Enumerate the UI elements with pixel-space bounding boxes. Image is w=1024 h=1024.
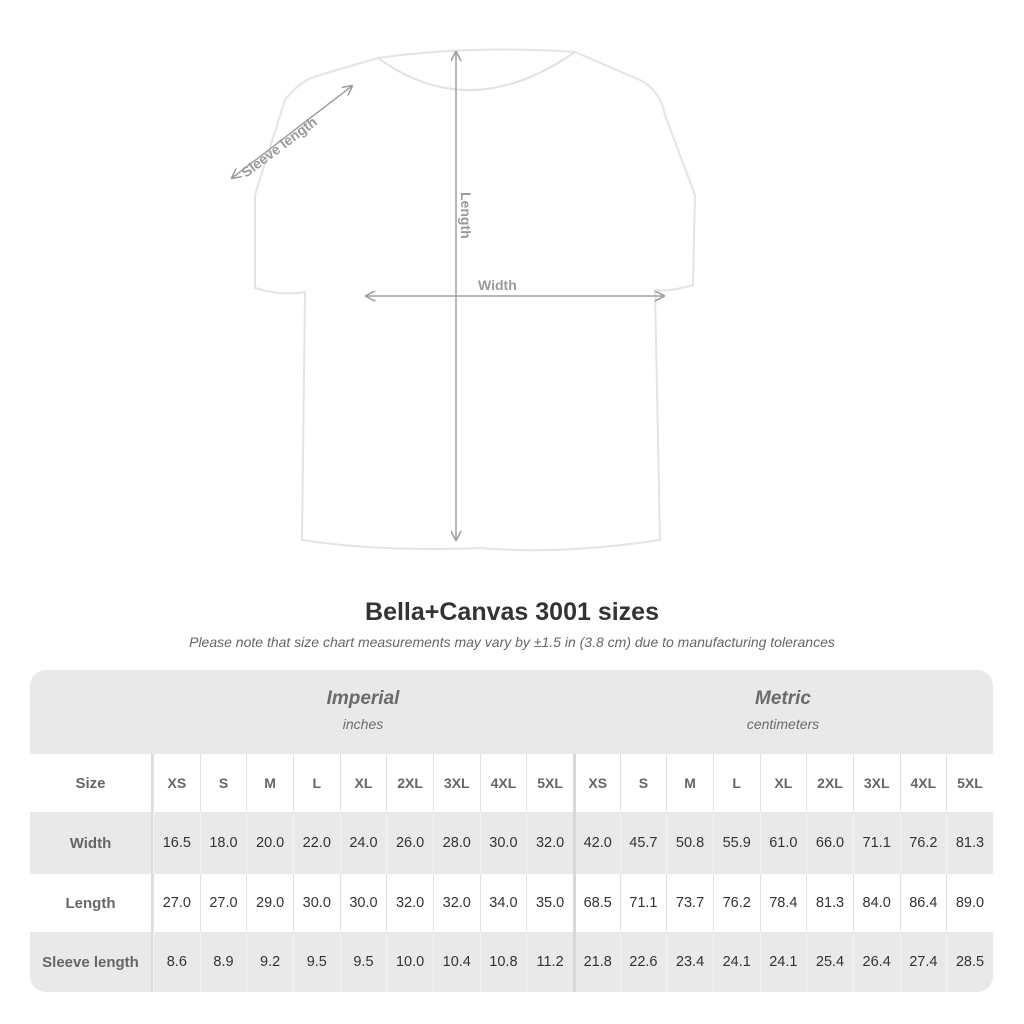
- table-cell: 9.2: [246, 932, 293, 992]
- table-cell: 81.3: [806, 874, 853, 932]
- table-cell: 73.7: [666, 874, 713, 932]
- table-cell: 27.0: [153, 874, 200, 932]
- table-cell: 78.4: [759, 874, 807, 932]
- imperial-label: Imperial: [326, 688, 400, 709]
- row-label: Sleeve length: [30, 932, 153, 992]
- table-cell: 32.0: [526, 812, 573, 874]
- size-header-row: Size XS S M L XL 2XL 3XL 4XL 5XL XS S M L XL 2XL 3XL 4XL…: [30, 754, 993, 812]
- table-cell: 84.0: [852, 874, 900, 932]
- table-cell: 71.1: [619, 874, 667, 932]
- metric-unit: centimeters: [746, 716, 820, 732]
- table-cell: 89.0: [946, 874, 993, 932]
- table-cell: 50.8: [666, 812, 713, 874]
- table-cell: 11.2: [526, 932, 573, 992]
- table-cell: 10.4: [432, 932, 480, 992]
- table-cell: 23.4: [666, 932, 713, 992]
- table-cell: 27.4: [899, 932, 947, 992]
- size-header-cell: L: [712, 754, 760, 812]
- table-cell: 16.5: [153, 812, 200, 874]
- size-header-cell: S: [199, 754, 247, 812]
- table-cell: 55.9: [712, 812, 760, 874]
- size-header-cell: 4XL: [479, 754, 527, 812]
- table-cell: 25.4: [806, 932, 853, 992]
- table-cell: 32.0: [386, 874, 433, 932]
- table-cell: 30.0: [339, 874, 387, 932]
- size-header-cell: 5XL: [946, 754, 993, 812]
- size-header-cell: M: [246, 754, 293, 812]
- table-cell: 18.0: [199, 812, 247, 874]
- tolerance-note: Please note that size chart measurements…: [189, 634, 835, 650]
- size-header-cell: XS: [572, 754, 620, 812]
- table-row: Sleeve length 8.6 8.9 9.2 9.5 9.5 10.0 10.4 10.8…: [30, 932, 993, 992]
- size-header-cell: 3XL: [432, 754, 480, 812]
- table-cell: 34.0: [479, 874, 527, 932]
- size-label: Size: [30, 754, 153, 812]
- table-cell: 61.0: [759, 812, 807, 874]
- table-cell: 26.4: [852, 932, 900, 992]
- size-header-cell: 5XL: [526, 754, 573, 812]
- table-cell: 22.0: [292, 812, 340, 874]
- metric-header: Metric centimeters: [573, 670, 993, 754]
- tshirt-diagram: Length Width Sleeve length: [0, 48, 697, 552]
- imperial-unit: inches: [342, 716, 384, 732]
- table-cell: 24.1: [759, 932, 807, 992]
- table-cell: 76.2: [899, 812, 947, 874]
- table-cell: 27.0: [199, 874, 247, 932]
- row-label: Length: [30, 874, 153, 932]
- table-cell: 10.0: [386, 932, 433, 992]
- table-cell: 42.0: [572, 812, 620, 874]
- table-cell: 9.5: [339, 932, 387, 992]
- width-label: Width: [478, 277, 517, 293]
- table-cell: 86.4: [899, 874, 947, 932]
- table-cell: 8.6: [153, 932, 200, 992]
- table-cell: 28.0: [432, 812, 480, 874]
- table-cell: 30.0: [292, 874, 340, 932]
- size-header-cell: XL: [339, 754, 387, 812]
- table-cell: 76.2: [712, 874, 760, 932]
- row-label: Width: [30, 812, 153, 874]
- size-header-cell: 3XL: [852, 754, 900, 812]
- size-header-cell: 2XL: [386, 754, 433, 812]
- table-cell: 81.3: [946, 812, 993, 874]
- size-header-cell: XS: [153, 754, 200, 812]
- size-header-cell: L: [292, 754, 340, 812]
- size-header-cell: M: [666, 754, 713, 812]
- table-cell: 30.0: [479, 812, 527, 874]
- collar: [377, 51, 576, 91]
- table-cell: 29.0: [246, 874, 293, 932]
- table-cell: 24.1: [712, 932, 760, 992]
- length-label: Length: [458, 192, 474, 239]
- page-title: Bella+Canvas 3001 sizes: [365, 598, 659, 626]
- table-cell: 9.5: [292, 932, 340, 992]
- table-row: Width 16.5 18.0 20.0 22.0 24.0 26.0 28.0 30.0 32.…: [30, 812, 993, 874]
- table-cell: 24.0: [339, 812, 387, 874]
- table-cell: 10.8: [479, 932, 527, 992]
- table-cell: 20.0: [246, 812, 293, 874]
- table-row: Length 27.0 27.0 29.0 30.0 30.0 32.0 32.0 34.0 35…: [30, 874, 993, 932]
- table-cell: 71.1: [852, 812, 900, 874]
- size-header-cell: XL: [759, 754, 807, 812]
- size-header-cell: S: [619, 754, 667, 812]
- table-cell: 28.5: [946, 932, 993, 992]
- size-header-cell: 4XL: [899, 754, 947, 812]
- metric-label: Metric: [755, 688, 811, 709]
- table-cell: 45.7: [619, 812, 667, 874]
- table-cell: 21.8: [572, 932, 620, 992]
- size-header-cell: 2XL: [806, 754, 853, 812]
- table-cell: 32.0: [432, 874, 480, 932]
- table-cell: 26.0: [386, 812, 433, 874]
- table-cell: 68.5: [572, 874, 620, 932]
- imperial-header: Imperial inches: [153, 670, 573, 754]
- table-cell: 66.0: [806, 812, 853, 874]
- sleeve-measure-line: [232, 86, 352, 178]
- table-cell: 22.6: [619, 932, 667, 992]
- table-cell: 8.9: [199, 932, 247, 992]
- size-table: Imperial inches Metric centimeters Size …: [30, 670, 993, 992]
- table-cell: 35.0: [526, 874, 573, 932]
- tshirt-shape: [254, 48, 697, 552]
